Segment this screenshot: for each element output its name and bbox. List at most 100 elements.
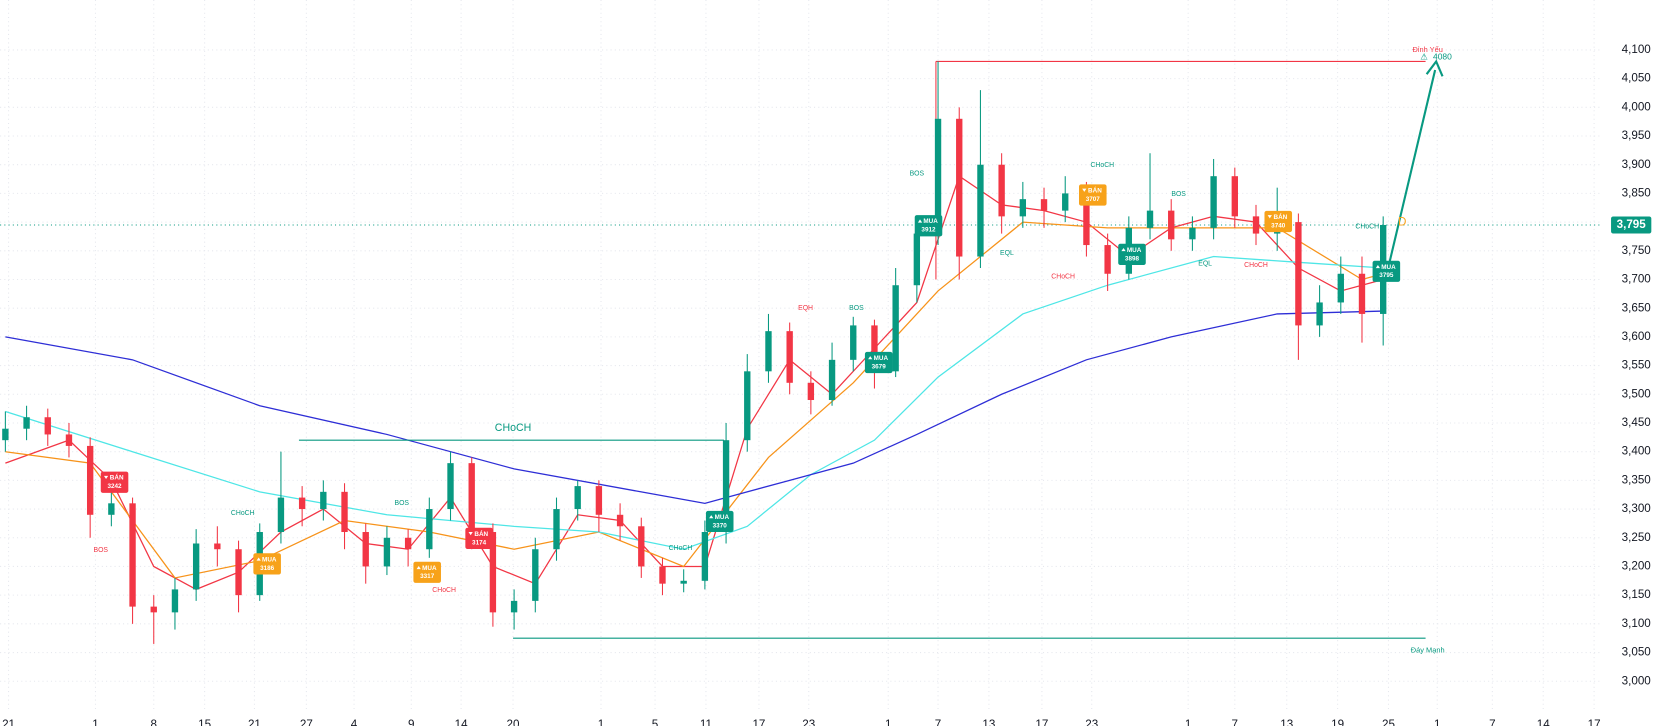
signal-price: 3317 [420, 573, 435, 580]
x-tick-label: 21 [2, 718, 15, 726]
candle-body [892, 285, 899, 372]
candle-body [744, 371, 751, 441]
y-tick-label: 3,200 [1622, 560, 1652, 573]
candle-body [1168, 210, 1175, 240]
signal-price: 3174 [472, 539, 487, 546]
candle-body [86, 445, 94, 515]
candle-body [426, 509, 433, 550]
candle-body [383, 537, 391, 567]
structure-label: CHoCH [1051, 273, 1075, 280]
level-value: 4080 [1433, 51, 1452, 61]
y-tick-label: 3,700 [1622, 273, 1652, 286]
y-tick-label: 3,450 [1622, 416, 1652, 429]
signal-side: BÁN [1088, 185, 1102, 194]
y-tick-label: 3,250 [1622, 531, 1652, 544]
candle-body [786, 331, 793, 383]
x-tick-label: 15 [198, 718, 211, 726]
candle-body [1062, 193, 1069, 211]
x-tick-label: 13 [982, 718, 995, 726]
signal-arrow [256, 557, 261, 561]
level-label: CHoCH [495, 422, 531, 434]
candle-body [341, 491, 348, 533]
x-tick-label: 1 [1185, 718, 1191, 726]
candle-body [1019, 199, 1027, 217]
candle-body [404, 537, 412, 550]
structure-label: BOS [394, 500, 409, 507]
candle-body [235, 549, 242, 596]
x-tick-label: 1 [598, 718, 604, 726]
x-tick-label: 21 [248, 718, 261, 726]
signal-price: 3898 [1125, 255, 1140, 262]
structure-label: BOS [1171, 191, 1186, 198]
warning-icon: ⚠ [1420, 51, 1428, 61]
x-tick-label: 7 [1232, 718, 1238, 726]
signal-arrow [709, 515, 714, 519]
x-tick-label: 1 [92, 718, 98, 726]
candle-body [913, 233, 921, 286]
y-tick-label: 3,100 [1622, 617, 1652, 630]
candle-body [468, 463, 475, 533]
signal-box [1372, 260, 1401, 282]
signal-badge: BÁN 3707 [1079, 184, 1107, 206]
signal-price: 3370 [713, 522, 728, 529]
candle-body [23, 417, 30, 429]
signal-side: BÁN [110, 473, 124, 482]
moving-average [5, 310, 1384, 504]
signal-price: 3795 [1379, 272, 1394, 279]
y-tick-label: 3,600 [1622, 330, 1652, 343]
x-tick-label: 19 [1331, 718, 1344, 726]
candle-body [129, 503, 136, 607]
y-tick-label: 3,400 [1622, 445, 1652, 458]
structure-label: CHoCH [231, 510, 255, 517]
candle-body [1316, 302, 1323, 326]
candle-body [320, 491, 327, 510]
x-tick-label: 17 [1588, 718, 1601, 726]
signal-price: 3740 [1271, 222, 1286, 229]
candle-body [1083, 193, 1090, 246]
structure-label: EQL [1000, 250, 1014, 257]
x-tick-label: 11 [700, 718, 712, 726]
signal-arrow [1082, 188, 1087, 192]
candle-body [998, 164, 1005, 217]
x-tick-label: 9 [408, 718, 414, 726]
candle-body [489, 532, 497, 613]
signal-arrow [416, 565, 421, 570]
signal-box [1079, 184, 1107, 206]
candle-body [765, 331, 772, 372]
candle-body [977, 164, 984, 257]
signal-box [864, 351, 893, 374]
candle-body [192, 543, 200, 590]
signal-badge: MUA 3912 [914, 215, 943, 237]
level-label: Đáy Mạnh [1411, 646, 1445, 655]
signal-arrow [1267, 215, 1272, 219]
y-tick-label: 3,850 [1622, 186, 1652, 199]
signal-side: MUA [262, 556, 277, 563]
y-tick-label: 3,050 [1622, 646, 1652, 659]
candle-body [214, 543, 221, 550]
signal-arrow [468, 532, 473, 536]
candle-body [510, 600, 518, 613]
last-price-badge [1611, 216, 1652, 234]
x-tick-label: 14 [1537, 718, 1550, 726]
arrow-head [1425, 59, 1444, 77]
signal-box [100, 471, 129, 493]
y-tick-label: 3,550 [1622, 359, 1652, 372]
candle-body [1189, 227, 1196, 240]
signal-side: BÁN [1274, 212, 1288, 221]
structure-label: BOS [849, 305, 864, 312]
x-tick-label: 17 [1035, 718, 1048, 726]
structure-label: CHoCH [1355, 224, 1379, 231]
signal-price: 3242 [107, 483, 122, 490]
signal-price: 3679 [872, 363, 887, 370]
candle-body [2, 428, 9, 441]
candle-body [680, 580, 687, 584]
candle-body [447, 463, 454, 510]
signal-price: 3186 [260, 565, 275, 572]
projection-arrow [1385, 69, 1437, 276]
x-tick-label: 23 [1085, 718, 1098, 726]
